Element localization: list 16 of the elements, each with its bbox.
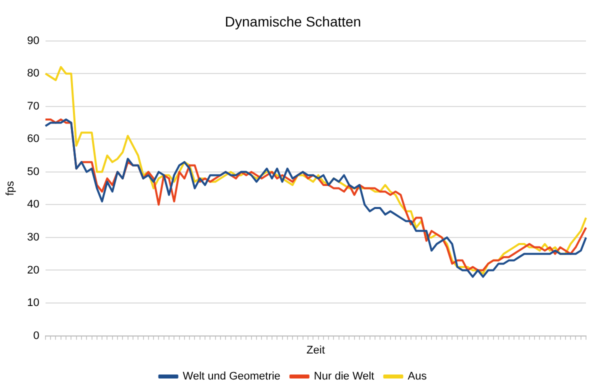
y-tick-label: 10 — [27, 297, 40, 310]
y-tick-label: 60 — [27, 133, 40, 146]
legend-label: Nur die Welt — [314, 370, 374, 383]
x-axis-title: Zeit — [306, 344, 325, 356]
y-axis-title: fps — [4, 180, 17, 196]
chart-title: Dynamische Schatten — [224, 13, 362, 30]
y-tick-label: 90 — [27, 34, 40, 47]
y-tick-label: 70 — [27, 100, 40, 112]
y-tick-label: 50 — [27, 166, 40, 178]
y-tick-label: 30 — [27, 232, 40, 244]
y-tick-label: 20 — [27, 264, 40, 276]
legend-label: Welt und Geometrie — [182, 370, 280, 383]
y-tick-label: 0 — [33, 330, 40, 342]
legend-label: Aus — [408, 370, 428, 383]
y-tick-label: 80 — [27, 68, 40, 80]
y-tick-label: 40 — [27, 198, 40, 211]
